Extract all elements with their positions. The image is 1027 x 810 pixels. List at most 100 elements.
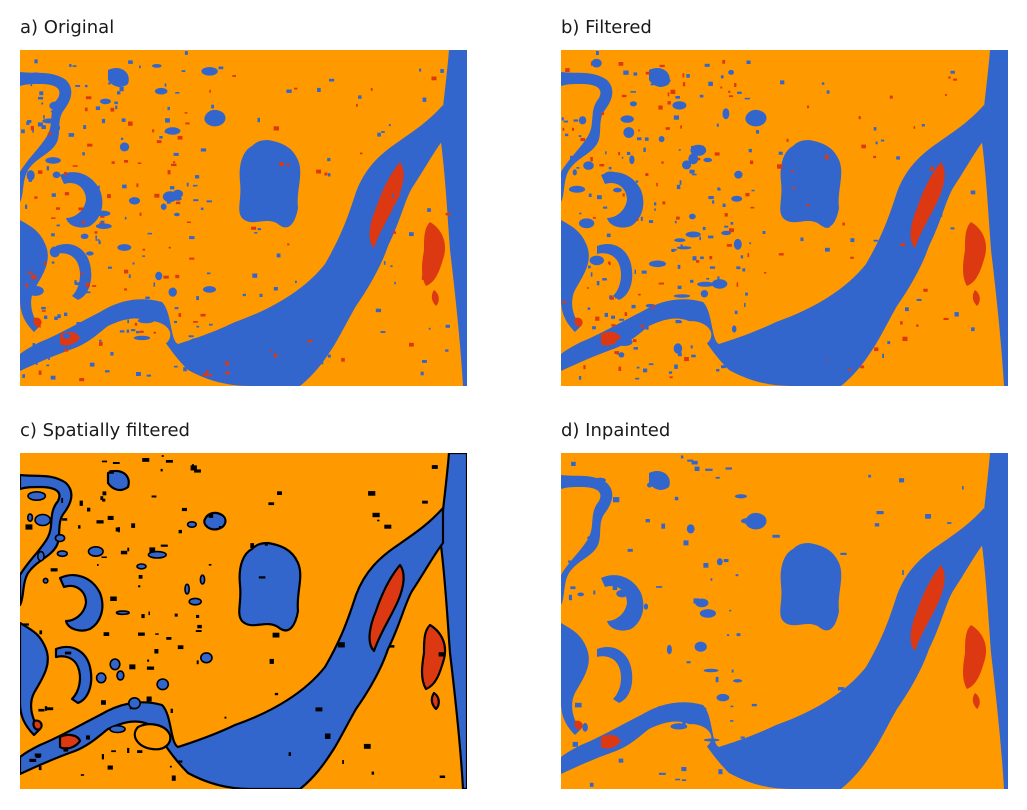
water-patch [688, 153, 699, 165]
red-speck [341, 357, 345, 362]
water-speck [683, 540, 689, 546]
water-speck [873, 239, 879, 242]
red-speck [189, 257, 195, 260]
red-speck [110, 107, 115, 112]
red-speck [726, 244, 732, 247]
water-speck [190, 465, 197, 471]
west-meander [56, 244, 92, 300]
water-speck [702, 226, 706, 230]
water-patch [49, 104, 57, 109]
water-patch [716, 693, 730, 702]
water-speck [887, 341, 891, 345]
red-speck [206, 370, 209, 373]
water-speck [674, 364, 678, 369]
red-speck [175, 274, 180, 279]
water-speck [751, 189, 755, 192]
water-speck [727, 360, 731, 363]
water-speck [740, 736, 745, 739]
red-speck [902, 336, 908, 341]
water-speck [26, 73, 32, 76]
water-speck [634, 269, 636, 274]
water-speck [592, 326, 596, 330]
water-patch [700, 316, 709, 324]
north-pond [649, 67, 670, 87]
water-speck [692, 256, 697, 261]
water-patch [629, 101, 637, 107]
water-speck [631, 209, 634, 212]
water-speck [409, 232, 414, 237]
water-speck [20, 172, 23, 175]
water-speck [318, 360, 324, 365]
west-meander [597, 647, 633, 703]
water-speck [667, 79, 671, 82]
water-speck [200, 148, 207, 152]
water-patch [658, 136, 665, 143]
water-speck [445, 349, 449, 352]
water-speck [101, 118, 106, 124]
water-speck [48, 355, 50, 360]
water-speck [680, 455, 684, 459]
red-speck [41, 310, 46, 312]
water-patch [703, 668, 719, 673]
water-speck [677, 264, 681, 269]
water-speck [142, 458, 150, 462]
water-speck [101, 460, 108, 463]
red-speck [658, 105, 663, 110]
water-speck [681, 767, 687, 772]
red-speck [139, 212, 142, 216]
water-speck [772, 534, 780, 538]
red-speck [87, 143, 93, 147]
water-speck [46, 166, 49, 171]
water-speck [170, 708, 173, 713]
water-speck [734, 310, 738, 315]
water-patch [620, 115, 634, 123]
water-patch [95, 223, 112, 229]
water-patch [95, 672, 107, 684]
water-speck [645, 326, 649, 330]
water-speck [717, 276, 720, 280]
water-patch [690, 144, 707, 156]
water-patch [616, 338, 633, 346]
water-speck [115, 527, 120, 532]
water-speck [138, 585, 141, 588]
water-patch [100, 98, 111, 105]
water-speck [35, 361, 38, 365]
red-speck [562, 301, 567, 304]
water-speck [596, 281, 600, 286]
water-speck [722, 203, 726, 207]
water-speck [50, 110, 56, 113]
water-speck [132, 262, 135, 265]
main-river [20, 105, 443, 386]
water-speck [645, 519, 650, 523]
west-meander [597, 244, 633, 300]
water-speck [921, 124, 925, 127]
red-speck [392, 231, 397, 234]
water-speck [690, 345, 693, 349]
red-speck [860, 365, 865, 369]
water-speck [606, 233, 611, 238]
water-speck [573, 119, 579, 122]
water-speck [717, 188, 721, 191]
water-patch [694, 641, 707, 652]
water-patch [734, 170, 743, 179]
water-speck [98, 185, 100, 189]
water-patch [28, 159, 35, 165]
red-speck [728, 90, 731, 93]
water-speck [88, 214, 92, 217]
water-speck [50, 375, 56, 380]
water-speck [86, 735, 90, 740]
red-speck [889, 95, 893, 99]
water-speck [682, 720, 686, 726]
red-speck [580, 138, 586, 142]
red-zone-southwest-small [33, 317, 42, 327]
water-speck [837, 687, 845, 691]
water-speck [579, 212, 582, 215]
red-speck [777, 164, 783, 169]
water-patch [91, 319, 101, 330]
red-speck [791, 170, 794, 173]
panel-title: c) Spatially filtered [20, 420, 190, 441]
water-speck [49, 341, 53, 345]
water-speck [674, 496, 679, 501]
water-patch [45, 157, 61, 164]
water-patch [703, 157, 713, 163]
